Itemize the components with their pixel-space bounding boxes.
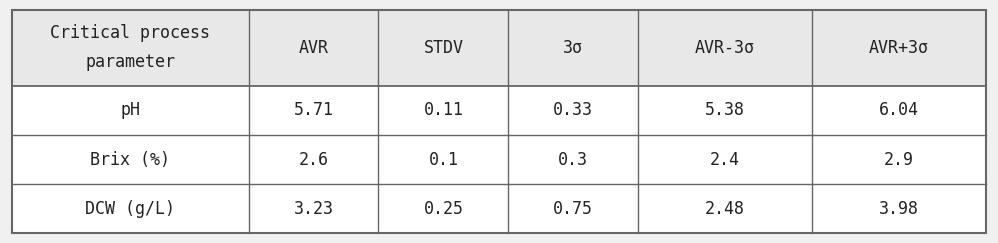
Bar [12,184,986,233]
Text: AVR-3σ: AVR-3σ [696,39,755,57]
Text: 2.4: 2.4 [711,150,741,168]
Bar [12,10,986,86]
Text: 0.25: 0.25 [423,200,463,218]
Text: 0.11: 0.11 [423,101,463,119]
Text: 6.04: 6.04 [879,101,919,119]
Text: pH: pH [121,101,141,119]
Text: 0.3: 0.3 [558,150,588,168]
Text: Brix (%): Brix (%) [90,150,171,168]
Text: 3.98: 3.98 [879,200,919,218]
Text: STDV: STDV [423,39,463,57]
Bar [12,135,986,184]
Text: 2.6: 2.6 [298,150,328,168]
Text: Critical process
parameter: Critical process parameter [50,24,211,71]
Text: 2.48: 2.48 [706,200,746,218]
Text: AVR+3σ: AVR+3σ [869,39,929,57]
Text: DCW (g/L): DCW (g/L) [85,200,176,218]
Text: 5.38: 5.38 [706,101,746,119]
Text: 3σ: 3σ [563,39,583,57]
Text: 3.23: 3.23 [293,200,333,218]
Text: 0.33: 0.33 [553,101,593,119]
Text: 2.9: 2.9 [884,150,914,168]
Text: 0.75: 0.75 [553,200,593,218]
Text: 5.71: 5.71 [293,101,333,119]
Text: AVR: AVR [298,39,328,57]
Bar [12,86,986,135]
Text: 0.1: 0.1 [428,150,458,168]
